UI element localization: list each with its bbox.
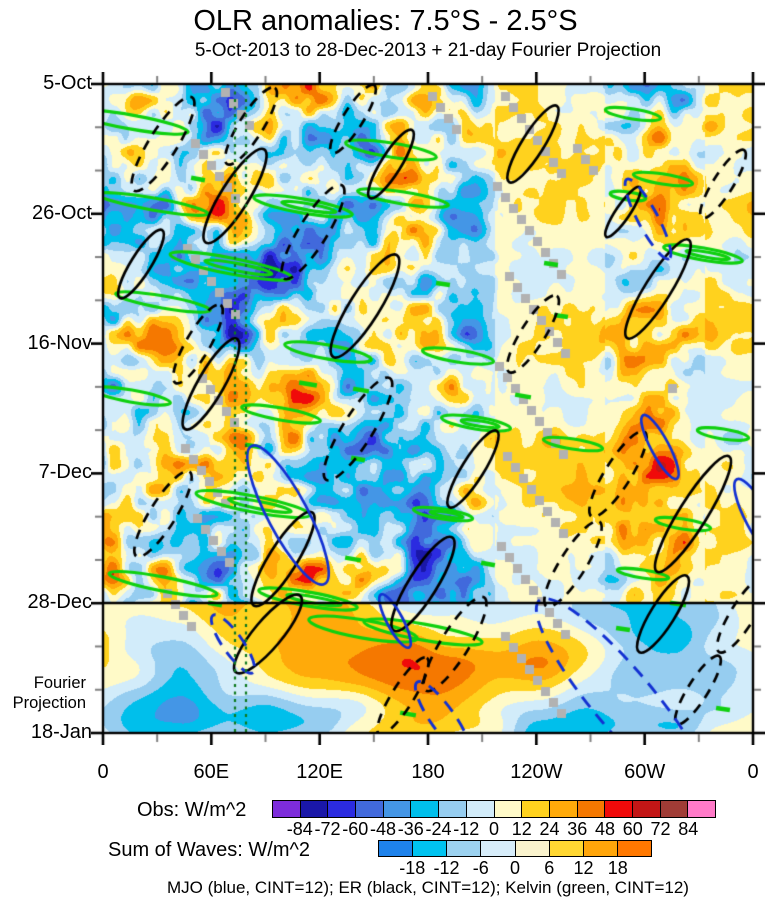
waves-colorbar-tick-labels: -18 -12 -6 0 6 12 18 <box>378 858 652 878</box>
colorbar-tick-label: 18 <box>607 858 628 878</box>
colorbar-segment <box>439 801 467 817</box>
y-axis-tick-label: 28-Dec <box>27 591 92 614</box>
obs-colorbar-tick-labels: -84 -72 -60 -48 -36 -24 -12 0 12 24 36 48 60 72 84 <box>272 819 716 839</box>
colorbar-segment <box>273 801 301 817</box>
colorbar-tick-label: -84 <box>286 819 313 839</box>
waves-colorbar <box>378 840 652 857</box>
colorbar-segment <box>515 841 550 856</box>
colorbar-segment <box>549 801 578 817</box>
y-axis-tick-label: 7-Dec <box>38 461 92 484</box>
obs-colorbar <box>272 800 716 818</box>
contour-legend-caption: MJO (blue, CINT=12); ER (black, CINT=12)… <box>167 878 689 897</box>
colorbar-segment <box>549 841 584 856</box>
x-axis-tick-label: 60W <box>624 761 666 783</box>
x-axis-tick-label: 120W <box>510 761 563 783</box>
hovmoller-plot-canvas <box>91 72 765 745</box>
obs-colorbar-label: Obs: W/m^2 <box>137 799 247 821</box>
fourier-projection-label-line2: Projection <box>12 694 86 712</box>
y-axis-tick-label: 16-Nov <box>27 331 92 354</box>
y-axis-tick-label: 26-Oct <box>31 201 92 224</box>
colorbar-tick-label: 0 <box>488 819 500 839</box>
colorbar-segment <box>522 801 550 817</box>
colorbar-segment <box>494 801 523 817</box>
colorbar-tick-label: -6 <box>472 858 489 878</box>
colorbar-tick-label: 60 <box>622 819 643 839</box>
colorbar-tick-label: 0 <box>509 858 521 878</box>
chart-subtitle: 5-Oct-2013 to 28-Dec-2013 + 21-day Fouri… <box>194 40 662 61</box>
colorbar-tick-label: 48 <box>594 819 616 839</box>
colorbar-segment <box>632 801 661 817</box>
colorbar-segment <box>300 801 329 817</box>
colorbar-segment <box>413 841 448 856</box>
colorbar-segment <box>481 841 516 856</box>
colorbar-segment <box>583 841 618 856</box>
colorbar-segment <box>466 801 495 817</box>
colorbar-tick-label: 6 <box>544 858 555 878</box>
colorbar-tick-label: 12 <box>511 819 532 839</box>
colorbar-tick-label: 24 <box>539 819 560 839</box>
colorbar-tick-label: -24 <box>425 819 452 839</box>
colorbar-tick-label: -48 <box>369 819 397 839</box>
colorbar-segment <box>660 801 689 817</box>
colorbar-segment <box>328 801 357 817</box>
x-axis-tick-label: 60E <box>193 761 230 783</box>
x-axis-tick-label: 0 <box>747 761 759 783</box>
x-axis-tick-label: 180 <box>411 761 445 783</box>
colorbar-tick-label: 72 <box>650 819 671 839</box>
x-axis-tick-label: 0 <box>97 761 109 783</box>
colorbar-segment <box>617 841 651 856</box>
colorbar-tick-label: 84 <box>678 819 699 839</box>
colorbar-segment <box>411 801 440 817</box>
colorbar-segment <box>383 801 412 817</box>
colorbar-tick-label: -60 <box>342 819 369 839</box>
page-title: OLR anomalies: 7.5°S - 2.5°S <box>193 5 578 37</box>
y-axis-tick-label: 18-Jan <box>30 721 92 743</box>
colorbar-tick-label: 12 <box>573 858 594 878</box>
colorbar-segment <box>605 801 633 817</box>
colorbar-tick-label: -72 <box>314 819 341 839</box>
colorbar-segment <box>447 841 482 856</box>
colorbar-tick-label: -36 <box>397 819 424 839</box>
colorbar-tick-label: -12 <box>453 819 480 839</box>
colorbar-segment <box>379 841 414 856</box>
colorbar-tick-label: 36 <box>567 819 588 839</box>
colorbar-segment <box>688 801 715 817</box>
colorbar-tick-label: -12 <box>433 858 460 878</box>
colorbar-tick-label: -18 <box>399 858 426 878</box>
fourier-projection-label-line1: Fourier <box>33 674 86 692</box>
y-axis-tick-label: 5-Oct <box>43 72 92 94</box>
colorbar-segment <box>356 801 384 817</box>
x-axis-tick-label: 120E <box>296 761 344 783</box>
colorbar-segment <box>577 801 606 817</box>
waves-colorbar-label: Sum of Waves: W/m^2 <box>108 839 311 861</box>
